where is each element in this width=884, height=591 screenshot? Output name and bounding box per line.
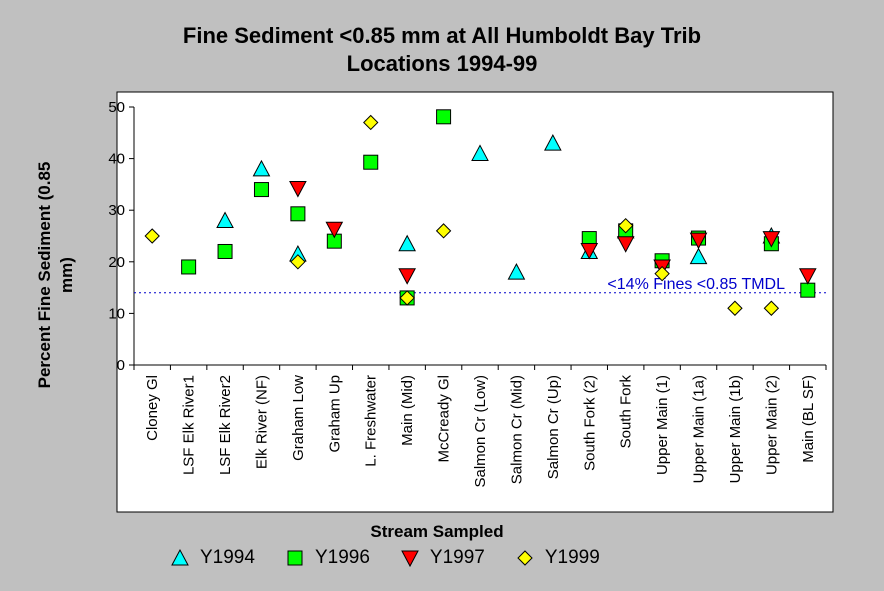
x-tick-label: Graham Up	[326, 375, 343, 453]
x-tick-label: Main (Mid)	[399, 375, 416, 446]
data-point-y1996	[181, 259, 197, 275]
y-tick-label: 40	[108, 151, 125, 168]
data-point-y1996	[800, 282, 816, 298]
legend-item: Y1999	[515, 547, 600, 569]
data-point-y1999	[727, 300, 743, 316]
x-tick-label: LSF Elk River1	[181, 375, 198, 475]
data-point-y1999	[144, 228, 160, 244]
x-tick-label: Upper Main (1b)	[727, 375, 744, 483]
data-point-y1996	[217, 243, 233, 259]
data-point-y1994	[471, 144, 489, 161]
data-point-y1997	[325, 221, 344, 239]
x-tick-label: Graham Low	[290, 375, 307, 461]
data-point-y1997	[689, 232, 708, 250]
legend-label: Y1994	[200, 547, 255, 568]
x-tick-label: Salmon Cr (Mid)	[508, 375, 525, 484]
data-point-y1994	[216, 211, 234, 229]
x-tick-label: South Fork	[618, 375, 635, 449]
x-tick-label: Main (BL SF)	[800, 375, 817, 463]
data-point-y1999	[654, 265, 670, 282]
chart-title-line1: Fine Sediment <0.85 mm at All Humboldt B…	[182, 23, 702, 48]
data-point-y1997	[762, 231, 781, 248]
legend: Y1994 Y1996 Y1997 Y1999	[170, 545, 630, 571]
data-point-y1997	[798, 268, 817, 285]
chart-title-line2: Locations 1994-99	[346, 51, 538, 76]
x-tick-label: Salmon Cr (Low)	[472, 375, 489, 488]
reference-line-label: <14% Fines <0.85 TMDL	[607, 276, 785, 293]
x-tick-label: Elk River (NF)	[253, 375, 270, 469]
legend-marker-y1996	[287, 550, 303, 566]
data-point-y1999	[435, 223, 452, 239]
chart-title: Fine Sediment <0.85 mm at All Humboldt B…	[0, 22, 884, 78]
x-tick-label: LSF Elk River2	[217, 375, 234, 475]
data-point-y1996	[290, 206, 306, 222]
legend-item: Y1994	[170, 547, 255, 569]
legend-marker-y1999	[517, 550, 533, 566]
x-ticks: Cloney Gl LSF Elk River1 LSF Elk River2 Elk…	[133, 365, 827, 488]
data-point-y1996	[253, 182, 269, 198]
data-point-y1999	[363, 114, 379, 131]
data-marks	[144, 109, 817, 316]
y-tick-label: 10	[108, 305, 125, 322]
plot-area	[116, 91, 834, 513]
data-point-y1996	[363, 154, 379, 170]
data-point-y1994	[252, 159, 271, 177]
data-point-y1997	[398, 268, 416, 285]
x-tick-label: South Fork (2)	[581, 375, 598, 471]
x-axis-title: Stream Sampled	[370, 522, 503, 541]
y-axis-title-line: Percent Fine Sediment (0.85	[35, 162, 54, 389]
x-tick-label: Upper Main (1)	[654, 375, 671, 475]
data-point-y1999	[617, 217, 634, 234]
x-tick-label: Upper Main (1a)	[691, 375, 708, 483]
y-axis-title-line: mm)	[57, 257, 76, 293]
data-point-y1997	[289, 181, 307, 198]
legend-marker	[171, 548, 189, 566]
x-tick-label: Salmon Cr (Up)	[545, 375, 562, 479]
data-point-y1994	[689, 247, 708, 265]
data-point-y1994	[544, 134, 562, 151]
y-tick-label: 0	[117, 357, 125, 374]
data-point-y1997	[580, 242, 599, 260]
data-point-y1999	[290, 254, 306, 270]
y-axis-title: Percent Fine Sediment (0.85 mm)	[35, 162, 76, 389]
legend-item: Y1996	[285, 547, 370, 569]
x-tick-label: Upper Main (2)	[763, 375, 780, 475]
data-point-y1997	[616, 236, 635, 253]
y-ticks: 0 10 20 30 40 50	[108, 99, 134, 374]
data-point-y1994	[398, 234, 416, 252]
data-point-y1999	[399, 290, 415, 306]
y-tick-label: 20	[108, 254, 125, 271]
legend-marker	[401, 550, 419, 568]
x-tick-label: L. Freshwater	[363, 375, 380, 467]
data-point-y1999	[763, 300, 780, 316]
reference-line-group: <14% Fines <0.85 TMDL	[134, 276, 826, 294]
y-tick-label: 50	[108, 99, 125, 116]
legend-label: Y1999	[544, 547, 600, 568]
legend-marker-y1994	[171, 548, 189, 566]
legend-marker-y1997	[401, 550, 419, 568]
data-point-y1994	[507, 263, 526, 280]
legend-marker	[287, 550, 303, 566]
x-tick-label: McCready Gl	[436, 375, 453, 463]
x-tick-label: Cloney Gl	[144, 375, 161, 441]
y-tick-label: 30	[108, 202, 125, 219]
legend-label: Y1997	[429, 547, 485, 568]
legend-item: Y1997	[400, 547, 485, 569]
legend-marker	[517, 550, 533, 566]
legend-label: Y1996	[314, 547, 370, 568]
data-point-y1996	[436, 109, 452, 125]
y-axis-title-group: Percent Fine Sediment (0.85 mm)	[35, 162, 76, 389]
